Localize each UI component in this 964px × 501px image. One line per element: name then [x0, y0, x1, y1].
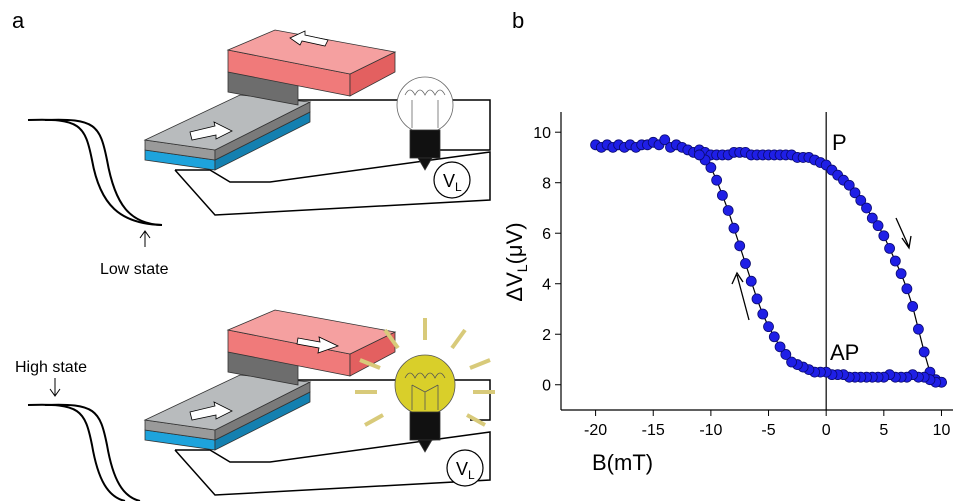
y-tick-label: 2 — [542, 327, 551, 344]
device-bottom — [145, 310, 495, 495]
x-tick-label: -10 — [699, 422, 722, 439]
data-point — [908, 301, 918, 311]
y-tick-label: 0 — [542, 378, 551, 395]
x-tick-label: 10 — [933, 422, 951, 439]
data-point — [885, 243, 895, 253]
data-point — [764, 322, 774, 332]
meter-subscript: L — [455, 180, 462, 194]
x-tick-label: -20 — [584, 422, 607, 439]
data-point — [879, 231, 889, 241]
x-axis-label: B(mT) — [592, 450, 653, 475]
state-label: High state — [15, 359, 87, 376]
meter-symbol: V — [443, 171, 455, 191]
data-point — [919, 347, 929, 357]
data-point — [752, 294, 762, 304]
y-tick-label: 8 — [542, 176, 551, 193]
arrow — [50, 378, 60, 396]
data-point — [746, 276, 756, 286]
y-label-unit: (μV) — [502, 222, 527, 264]
y-label-main: ΔV — [502, 272, 527, 302]
panel-label: a — [12, 8, 25, 33]
data-point — [694, 150, 704, 160]
series-line — [699, 155, 941, 382]
meter-subscript: L — [468, 468, 475, 482]
data-point — [712, 175, 722, 185]
state-label: Low state — [100, 261, 169, 278]
data-point — [862, 203, 872, 213]
y-tick-label: 6 — [542, 226, 551, 243]
data-point — [902, 284, 912, 294]
meter-symbol: V — [456, 459, 468, 479]
x-tick-label: -15 — [642, 422, 665, 439]
data-point — [775, 342, 785, 352]
data-point — [913, 324, 923, 334]
x-tick-label: 5 — [879, 422, 888, 439]
data-point — [873, 221, 883, 231]
hysteresis-sketch — [28, 405, 125, 501]
data-point — [735, 241, 745, 251]
data-point — [896, 269, 906, 279]
data-point — [723, 205, 733, 215]
data-point — [769, 332, 779, 342]
data-point — [890, 256, 900, 266]
panel-label: b — [512, 8, 524, 33]
data-point — [758, 309, 768, 319]
page: a b VL Low state — [0, 0, 964, 501]
annotation: AP — [830, 340, 859, 365]
y-tick-label: 10 — [533, 125, 551, 142]
device-top — [145, 30, 490, 215]
hysteresis-sketch — [28, 120, 162, 225]
arrow — [140, 231, 150, 247]
series-line — [596, 140, 942, 382]
data-point — [729, 223, 739, 233]
annotation: P — [832, 130, 847, 155]
data-point — [740, 259, 750, 269]
y-label-subscript: L — [514, 264, 530, 272]
data-point — [717, 190, 727, 200]
figure: a b VL Low state — [0, 0, 964, 501]
hysteresis-sketch — [45, 120, 162, 225]
x-tick-label: -5 — [761, 422, 775, 439]
y-tick-label: 4 — [542, 277, 551, 294]
x-tick-label: 0 — [822, 422, 831, 439]
y-axis-label: ΔVL(μV) — [502, 222, 530, 301]
sweep-arrow — [896, 218, 911, 248]
